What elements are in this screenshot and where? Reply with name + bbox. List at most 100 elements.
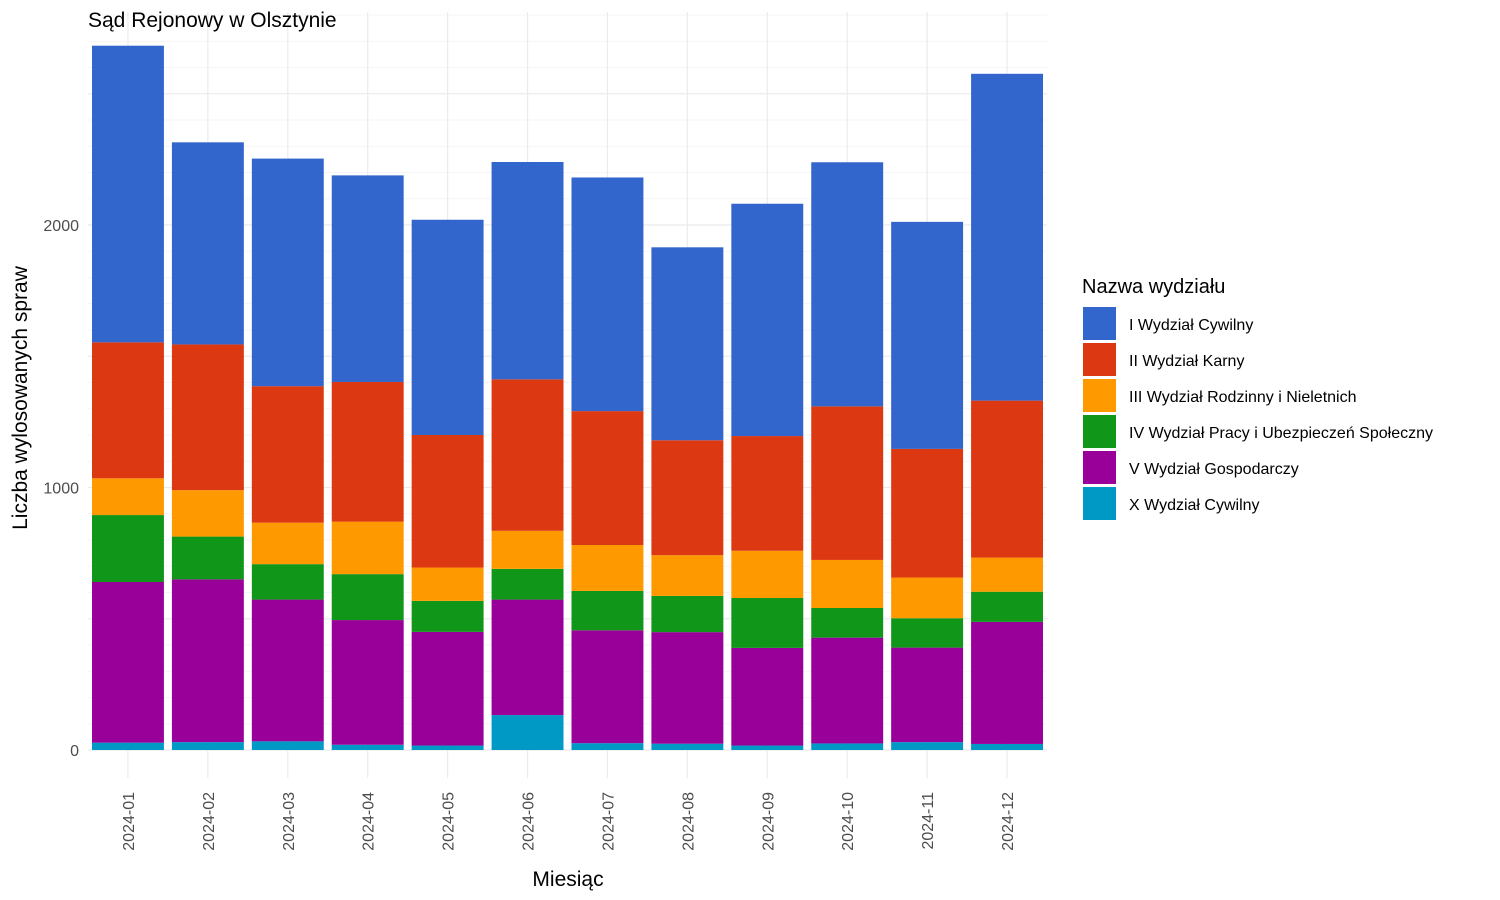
legend-title: Nazwa wydziału — [1082, 276, 1225, 298]
bar-segment — [251, 522, 324, 565]
bar-segment — [251, 564, 324, 600]
bar-segment — [491, 599, 564, 716]
bar-segment — [891, 577, 964, 619]
bar-segment — [731, 550, 804, 599]
bar-segment — [491, 162, 564, 380]
legend-swatch — [1083, 415, 1116, 448]
bar-segment — [411, 631, 484, 746]
y-tick-label: 1000 — [43, 481, 79, 498]
y-tick-label: 0 — [70, 743, 79, 760]
bar-segment — [731, 745, 804, 750]
x-axis-title: Miesiąc — [532, 868, 603, 891]
bar-segment — [571, 630, 644, 744]
bar-segment — [651, 632, 724, 744]
legend-swatch — [1083, 343, 1116, 376]
x-tick-label: 2024-10 — [840, 792, 857, 851]
bar-segment — [491, 568, 564, 600]
bar-segment — [811, 162, 884, 407]
bar-segment — [811, 406, 884, 560]
bar-segment — [411, 219, 484, 435]
bar-segment — [91, 582, 164, 743]
bar-segment — [971, 557, 1044, 592]
bar-segment — [331, 574, 404, 621]
bar-segment — [571, 590, 644, 631]
x-tick-label: 2024-07 — [600, 792, 617, 851]
bar-segment — [731, 598, 804, 648]
bar-segment — [171, 536, 244, 580]
bar-segment — [251, 386, 324, 523]
bar-segment — [411, 567, 484, 601]
y-axis-title: Liczba wylosowanych spraw — [9, 265, 32, 530]
x-tick-label: 2024-02 — [201, 792, 218, 851]
x-tick-label: 2024-11 — [920, 792, 937, 850]
legend: Nazwa wydziału I Wydział Cywilny II Wydzi… — [1082, 276, 1433, 520]
x-axis-tick-labels: 2024-01 2024-02 2024-03 2024-04 2024-05 2024-… — [121, 792, 1017, 851]
bar-segment — [811, 607, 884, 638]
y-tick-label: 2000 — [43, 218, 79, 235]
bar-segment — [411, 435, 484, 568]
bar-segment — [971, 400, 1044, 558]
bar-segment — [251, 741, 324, 750]
bar-segment — [651, 247, 724, 441]
bar-segment — [651, 555, 724, 596]
bar-segment — [811, 637, 884, 744]
bar-segment — [171, 742, 244, 750]
bar-segment — [891, 647, 964, 743]
legend-swatch — [1083, 451, 1116, 484]
y-axis-tick-labels: 0 1000 2000 — [43, 218, 79, 760]
bar-segment — [251, 599, 324, 742]
x-tick-label: 2024-06 — [521, 792, 538, 851]
x-tick-label: 2024-12 — [1000, 792, 1017, 851]
bar-segment — [331, 521, 404, 575]
bar-segment — [171, 142, 244, 345]
chart-title: Sąd Rejonowy w Olsztynie — [88, 9, 337, 32]
legend-label: III Wydział Rodzinny i Nieletnich — [1129, 389, 1357, 406]
bar-segment — [331, 744, 404, 750]
bar-segment — [731, 436, 804, 551]
legend-label: X Wydział Cywilny — [1129, 497, 1260, 514]
bar-segment — [171, 490, 244, 537]
bar-segment — [491, 530, 564, 569]
bars — [91, 45, 1044, 750]
legend-label: IV Wydział Pracy i Ubezpieczeń Społeczny — [1129, 425, 1433, 442]
bar-segment — [411, 600, 484, 632]
legend-swatch — [1083, 379, 1116, 412]
legend-label: II Wydział Karny — [1129, 353, 1244, 370]
bar-segment — [491, 715, 564, 750]
x-tick-label: 2024-04 — [361, 792, 378, 851]
legend-label: V Wydział Gospodarczy — [1129, 461, 1299, 478]
bar-segment — [571, 743, 644, 750]
bar-segment — [971, 621, 1044, 744]
bar-segment — [971, 591, 1044, 622]
bar-segment — [891, 742, 964, 750]
bar-segment — [331, 175, 404, 382]
bar-segment — [91, 478, 164, 516]
bar-segment — [971, 743, 1044, 750]
bar-segment — [411, 745, 484, 750]
bar-segment — [331, 381, 404, 522]
legend-swatch — [1083, 487, 1116, 520]
x-tick-label: 2024-03 — [281, 792, 298, 851]
bar-segment — [811, 559, 884, 608]
bar-segment — [571, 544, 644, 591]
bar-segment — [91, 342, 164, 479]
bar-segment — [171, 579, 244, 743]
bar-segment — [571, 177, 644, 412]
x-tick-label: 2024-01 — [121, 792, 138, 851]
bar-segment — [331, 620, 404, 745]
bar-segment — [651, 440, 724, 556]
bar-segment — [91, 45, 164, 343]
bar-segment — [91, 742, 164, 750]
legend-swatch — [1083, 307, 1116, 340]
bar-segment — [651, 595, 724, 633]
legend-label: I Wydział Cywilny — [1129, 317, 1253, 334]
bar-segment — [91, 515, 164, 582]
x-tick-label: 2024-05 — [441, 792, 458, 851]
bar-segment — [891, 448, 964, 578]
x-tick-label: 2024-09 — [760, 792, 777, 851]
bar-segment — [731, 203, 804, 437]
bar-segment — [571, 411, 644, 545]
bar-segment — [651, 743, 724, 750]
bar-segment — [491, 379, 564, 531]
